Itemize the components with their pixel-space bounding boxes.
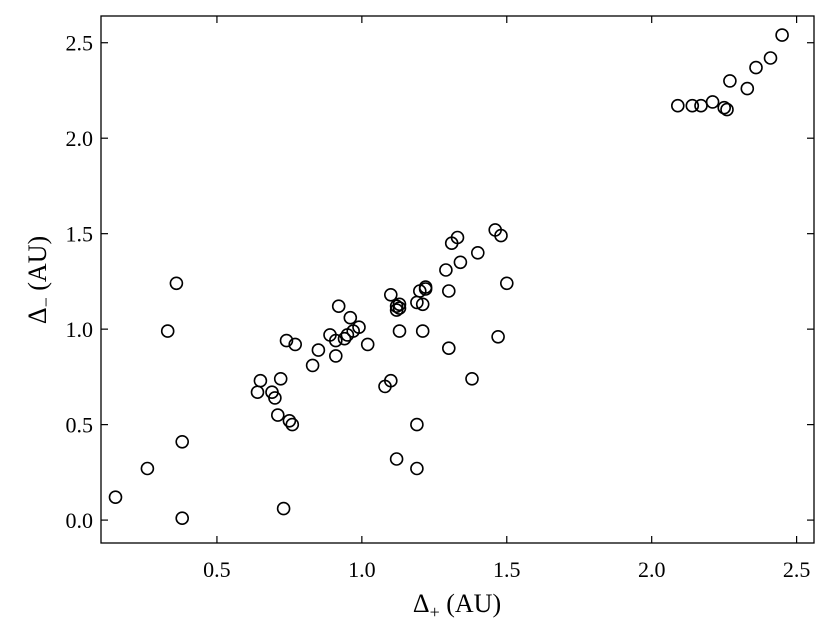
data-point bbox=[717, 100, 732, 115]
x-axis-label-unit: (AU) bbox=[440, 589, 501, 618]
x-tick-label: 1.5 bbox=[493, 557, 521, 582]
data-point bbox=[352, 320, 366, 335]
data-point bbox=[140, 461, 155, 476]
x-tick-label: 2.0 bbox=[638, 557, 666, 582]
x-axis-label: Δ+ (AU) bbox=[413, 589, 501, 622]
data-point bbox=[763, 51, 778, 65]
data-point bbox=[720, 102, 734, 117]
data-point bbox=[268, 391, 282, 405]
data-point bbox=[450, 230, 465, 245]
data-point bbox=[169, 276, 184, 291]
data-point bbox=[389, 299, 404, 314]
x-axis-label-main: Δ bbox=[413, 589, 430, 618]
data-point bbox=[415, 324, 430, 338]
data-point bbox=[328, 333, 343, 348]
data-point bbox=[441, 341, 456, 356]
data-point bbox=[383, 373, 398, 388]
data-point bbox=[453, 255, 468, 270]
data-point bbox=[415, 297, 430, 312]
y-axis-label-unit: (AU) bbox=[23, 236, 52, 297]
data-point bbox=[494, 228, 508, 243]
data-point bbox=[389, 303, 404, 317]
data-point bbox=[499, 276, 514, 291]
data-point bbox=[694, 98, 708, 113]
data-point bbox=[311, 343, 326, 357]
data-point bbox=[270, 408, 285, 422]
points-layer bbox=[108, 28, 789, 526]
data-point bbox=[175, 434, 189, 449]
data-point bbox=[276, 501, 291, 516]
x-tick-label: 0.5 bbox=[203, 557, 231, 582]
data-point bbox=[383, 287, 398, 302]
data-point bbox=[705, 95, 720, 109]
y-tick-label: 1.5 bbox=[66, 222, 94, 247]
data-point bbox=[288, 337, 303, 352]
data-point bbox=[285, 417, 300, 432]
data-point bbox=[410, 461, 424, 476]
data-point bbox=[775, 28, 789, 42]
data-point bbox=[282, 413, 297, 428]
y-tick-label: 0.0 bbox=[66, 508, 94, 533]
data-point bbox=[389, 452, 404, 466]
data-point bbox=[749, 60, 763, 75]
data-point bbox=[160, 324, 175, 338]
x-tick-label: 1.0 bbox=[348, 557, 376, 582]
data-point bbox=[465, 371, 479, 386]
data-point bbox=[418, 282, 433, 296]
data-point bbox=[337, 331, 352, 346]
data-point bbox=[273, 371, 288, 386]
data-point bbox=[392, 324, 407, 338]
ticks-layer bbox=[101, 16, 814, 543]
data-point bbox=[670, 98, 685, 113]
data-point bbox=[305, 358, 320, 373]
y-axis-label: Δ− (AU) bbox=[23, 236, 56, 324]
data-point bbox=[360, 337, 375, 352]
data-point bbox=[108, 490, 123, 505]
tick-labels-layer: 0.5 1.0 1.5 2.0 2.5 0.0 0.5 1.0 1.5 2.0 2.5 bbox=[66, 31, 811, 582]
data-point bbox=[740, 81, 755, 96]
data-point bbox=[439, 263, 453, 277]
data-point bbox=[392, 301, 407, 315]
y-axis-label-sub: − bbox=[36, 297, 56, 307]
x-tick-label: 2.5 bbox=[783, 557, 811, 582]
data-point bbox=[175, 511, 189, 526]
data-point bbox=[441, 284, 456, 298]
data-point bbox=[685, 98, 700, 113]
data-point bbox=[723, 74, 737, 88]
y-tick-label: 1.0 bbox=[66, 317, 94, 342]
data-point bbox=[250, 385, 265, 400]
data-point bbox=[491, 329, 505, 344]
x-axis-label-sub: + bbox=[430, 602, 440, 622]
data-point bbox=[331, 299, 346, 314]
data-point bbox=[253, 373, 268, 388]
data-point bbox=[470, 246, 485, 260]
plot-frame bbox=[100, 15, 815, 544]
y-tick-label: 0.5 bbox=[66, 413, 94, 438]
data-point bbox=[343, 310, 358, 325]
y-tick-label: 2.0 bbox=[66, 126, 94, 151]
y-axis-label-main: Δ bbox=[23, 307, 52, 324]
data-point bbox=[410, 417, 424, 432]
y-tick-label: 2.5 bbox=[66, 31, 94, 56]
data-point bbox=[279, 333, 294, 348]
data-point bbox=[328, 349, 343, 363]
